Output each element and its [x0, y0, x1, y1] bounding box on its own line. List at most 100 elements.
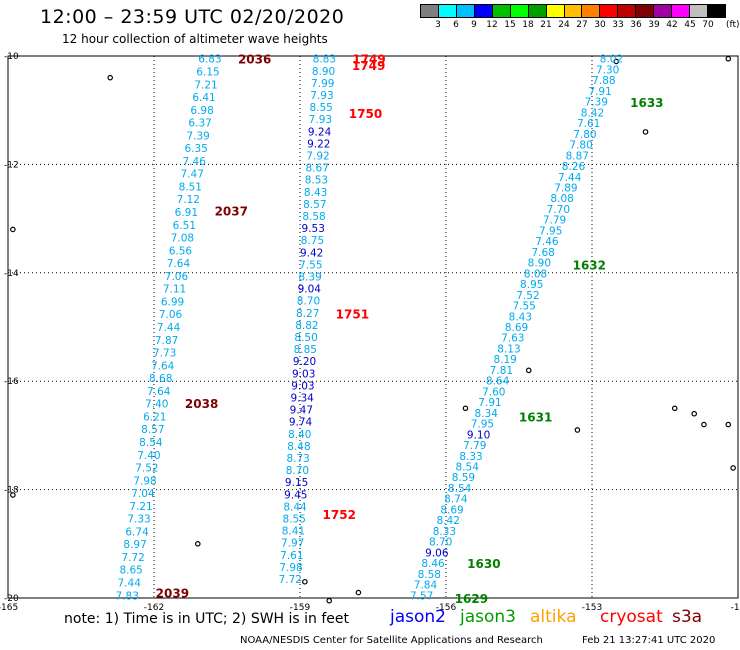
- track-a-value: 7.33: [127, 514, 150, 526]
- track-a-value: 7.04: [131, 488, 155, 500]
- island-marker: [302, 578, 308, 585]
- track-a-value: 7.40: [145, 399, 168, 411]
- track-c-time-label: 1630: [467, 557, 500, 571]
- footer-credit: NOAA/NESDIS Center for Satellite Applica…: [240, 635, 543, 646]
- track-b-value: 9.22: [307, 138, 330, 150]
- legend-swatch: [708, 5, 725, 17]
- legend-swatch: [421, 5, 439, 17]
- track-b-value: 8.85: [294, 344, 317, 356]
- lon-tick-label: -162: [144, 603, 164, 613]
- lon-tick-label: -153: [582, 603, 602, 613]
- track-b-value: 9.04: [298, 284, 322, 296]
- track-a-value: 7.44: [157, 322, 181, 334]
- track-a-value: 7.72: [121, 552, 144, 564]
- island-marker: [613, 58, 620, 65]
- track-c-value: 8.64: [486, 376, 510, 388]
- track-b-value: 8.57: [303, 199, 326, 211]
- track-a-value: 8.54: [139, 437, 163, 449]
- track-a-value: 6.21: [143, 411, 166, 423]
- lat-tick-label: -20: [4, 594, 19, 604]
- lon-tick-label: -165: [0, 603, 18, 613]
- track-b-value: 8.67: [306, 163, 329, 175]
- track-a-value: 6.51: [173, 220, 196, 232]
- legend-unit: (ft): [726, 20, 740, 30]
- track-c-value: 9.10: [467, 429, 490, 441]
- track-c-value: 7.30: [596, 64, 619, 76]
- lat-tick-label: -16: [4, 377, 19, 387]
- track-c-time-label: 1632: [573, 259, 606, 273]
- track-c-value: 8.54: [456, 462, 480, 474]
- track-a-value: 7.21: [194, 79, 217, 91]
- track-c-value: 7.81: [490, 365, 513, 377]
- track-a-value: 7.73: [153, 348, 176, 360]
- track-c-time-label: 1631: [519, 410, 552, 424]
- lon-tick-label: -15: [731, 603, 740, 613]
- track-a-value: 6.35: [184, 143, 207, 155]
- track-b-value: 8.70: [286, 465, 309, 477]
- track-c-value: 7.70: [547, 204, 570, 216]
- track-b-value: 9.03: [291, 380, 314, 392]
- island-marker: [701, 421, 707, 428]
- lat-tick-label: -14: [4, 269, 19, 279]
- track-b-value: 8.44: [283, 501, 307, 513]
- track-a-value: 7.06: [159, 309, 183, 321]
- track-c-value: 7.84: [414, 580, 438, 592]
- legend-swatch: [456, 5, 475, 17]
- track-b-value: 8.27: [296, 308, 319, 320]
- island-marker: [462, 405, 469, 412]
- track-c-value: 9.06: [425, 547, 449, 559]
- legend-value: 21: [540, 20, 552, 30]
- legend-value: 9: [471, 20, 477, 30]
- track-c-value: 7.46: [535, 236, 559, 248]
- map-subtitle: 12 hour collection of altimeter wave hei…: [62, 32, 328, 46]
- satellite-cryosat: cryosat: [600, 607, 663, 627]
- track-b-value: 9.53: [302, 223, 325, 235]
- track-c-value: 8.02: [600, 54, 623, 66]
- track-b-value: 8.39: [298, 272, 321, 284]
- legend-value: 27: [576, 20, 588, 30]
- island-marker: [10, 492, 16, 498]
- satellite-jason2: jason2: [390, 607, 446, 627]
- track-a-value: 7.46: [183, 156, 207, 168]
- track-a-value: 6.74: [125, 526, 149, 538]
- track-a-value: 6.83: [198, 54, 221, 66]
- track-c-value: 7.80: [569, 140, 592, 152]
- lon-tick-label: -159: [290, 603, 311, 613]
- track-b-value: 7.93: [310, 90, 333, 102]
- track-b-value: 8.40: [288, 429, 311, 441]
- map-frame: [7, 55, 739, 599]
- track-c-value: 7.60: [482, 386, 505, 398]
- track-b-value: 8.75: [301, 235, 324, 247]
- track-a-value: 6.98: [190, 105, 213, 117]
- island-marker: [574, 427, 581, 433]
- track-a-value: 7.21: [129, 501, 152, 513]
- island-marker: [730, 465, 736, 471]
- track-a-value: 7.98: [133, 475, 156, 487]
- track-b-value: 7.97: [281, 538, 304, 550]
- legend-swatch: [510, 5, 529, 17]
- track-a-value: 7.08: [171, 233, 194, 245]
- legend-swatch: [618, 5, 637, 17]
- track-a-value: 7.39: [186, 130, 209, 142]
- track-a-time-label: 2039: [156, 587, 189, 601]
- legend-swatch: [582, 5, 601, 17]
- legend-swatch: [492, 5, 511, 17]
- track-a-value: 7.87: [155, 335, 178, 347]
- track-c-value: 8.42: [437, 515, 460, 527]
- track-c-value: 8.69: [440, 504, 463, 516]
- track-a-value: 7.83: [116, 590, 139, 602]
- track-c-value: 8.90: [528, 258, 551, 270]
- legend-value: 24: [558, 20, 570, 30]
- track-c-value: 7.57: [410, 590, 433, 602]
- legend-swatch: [438, 5, 457, 17]
- track-c-value: 8.19: [493, 354, 516, 366]
- track-c-value: 8.43: [509, 311, 532, 323]
- track-c-value: 8.13: [497, 343, 520, 355]
- track-c-value: 8.95: [520, 279, 543, 291]
- track-a-value: 7.40: [137, 450, 160, 462]
- track-b-value: 7.61: [280, 550, 303, 562]
- track-c-time-label: 1633: [630, 96, 663, 110]
- track-b-value: 9.24: [308, 126, 332, 138]
- track-a-value: 7.12: [177, 194, 200, 206]
- legend-swatch: [528, 5, 547, 17]
